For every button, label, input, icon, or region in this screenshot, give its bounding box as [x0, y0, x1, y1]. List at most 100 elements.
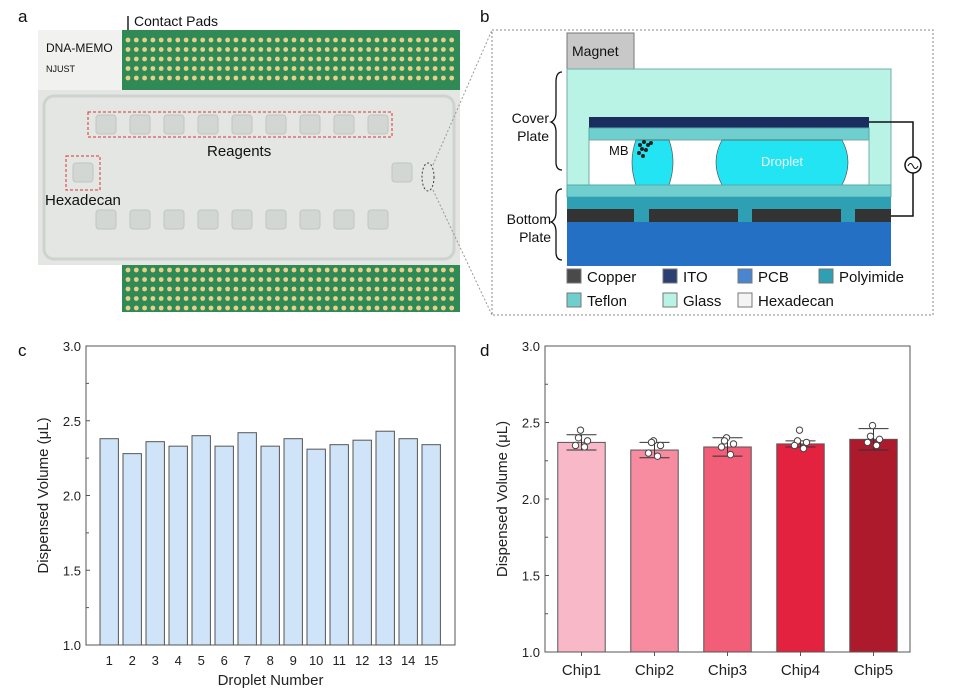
contact-pad-dot [250, 56, 255, 62]
legend-label-polyimide: Polyimide [839, 269, 904, 286]
contact-pad-dot [399, 37, 405, 43]
contact-pad-dot [324, 56, 330, 62]
contact-pad-dot [374, 66, 380, 71]
contact-pad-dot [382, 305, 388, 311]
contact-pad-dot [349, 305, 355, 311]
contact-pad-dot [358, 56, 363, 62]
y-tick-label: 1.0 [63, 638, 81, 653]
contact-pad-dot [391, 267, 396, 273]
contact-pad-dot [142, 277, 148, 282]
contact-pad-dot [200, 47, 206, 52]
contact-pad-dot [333, 47, 338, 52]
contact-pad-dot [200, 267, 206, 273]
zoom-line-bottom [432, 189, 493, 316]
contact-pad-dot [216, 56, 222, 62]
contact-pad-dot [416, 75, 421, 81]
contact-pad-dot [258, 75, 264, 81]
contact-pads-label: Contact Pads [134, 13, 218, 29]
cover-plate-brace [549, 71, 563, 171]
contact-pad-dot [382, 56, 388, 62]
contact-pad-dot [225, 66, 231, 71]
contact-pad-dot [424, 277, 430, 282]
contact-pad-dot [399, 75, 405, 81]
contact-pad-dot [200, 37, 206, 43]
contact-pad-dot [150, 75, 156, 81]
contact-pad-dot [175, 286, 181, 292]
bar-droplet-3 [145, 441, 165, 646]
contact-pad-dot [175, 277, 181, 282]
contact-pad-dot [258, 37, 264, 43]
contact-pad-dot [366, 277, 372, 282]
bar-chip2 [630, 449, 679, 653]
contact-pad-dot [250, 305, 255, 311]
contact-pad-dot [441, 56, 446, 62]
contact-pad-dot [208, 66, 214, 71]
contact-pad-dot [432, 277, 438, 282]
legend-label-pcb: PCB [758, 269, 789, 286]
contact-pad-dot [407, 56, 413, 62]
contact-pad-dot [200, 277, 206, 282]
contact-pad-dot [183, 37, 189, 43]
contact-pad-dot [225, 277, 231, 282]
contact-pad-dot [183, 286, 189, 292]
x-tick-label: 11 [332, 653, 346, 668]
contact-pad-dot [416, 66, 421, 71]
contact-pad-dot [299, 267, 305, 273]
contact-pad-dot [250, 277, 255, 282]
contact-pad-dot [275, 267, 280, 273]
data-point [653, 452, 662, 460]
contact-pad-dot [208, 75, 214, 81]
contact-pad-dot [175, 66, 181, 71]
legend-swatch-polyimide [818, 268, 834, 284]
legend-swatch-teflon [566, 292, 582, 308]
contact-pad-dot [250, 75, 255, 81]
magnet-label: Magnet [572, 43, 619, 59]
contact-pad-dot [399, 66, 405, 71]
contact-pad-dot [308, 47, 313, 52]
bar-droplet-4 [168, 445, 188, 646]
contact-pad-dot [399, 47, 405, 52]
contact-pad-dot [175, 296, 181, 301]
contact-pad-dot [241, 277, 247, 282]
contact-pad-dot [233, 56, 239, 62]
contact-pad-dot [324, 75, 330, 81]
contact-pad-dot [158, 37, 164, 43]
contact-pad-dot [283, 56, 289, 62]
bar-droplet-5 [191, 435, 211, 646]
contact-pad-dot [358, 37, 363, 43]
pad-dots-bottom [125, 267, 455, 311]
contact-pad-dot [125, 267, 131, 273]
contact-pad-dot [216, 37, 222, 43]
contact-pad-dot [225, 37, 231, 43]
bottom-plate-label-1: Bottom [507, 211, 551, 227]
contact-pad-dot [250, 47, 255, 52]
contact-pad-dot [216, 47, 222, 52]
contact-pad-dot [441, 286, 446, 292]
x-tick-label: 8 [267, 653, 274, 668]
reagent-well [231, 114, 253, 135]
ito-layer [589, 117, 869, 128]
contact-pad-dot [250, 66, 255, 71]
data-point [580, 443, 589, 451]
contact-pad-dot [424, 37, 430, 43]
contact-pad-dot [341, 277, 347, 282]
contact-pad-dot [183, 305, 189, 311]
contact-pad-dot [150, 305, 156, 311]
contact-pad-dot [316, 37, 322, 43]
contact-pad-dot [299, 66, 305, 71]
contact-pad-dot [150, 56, 156, 62]
contact-pad-dot [283, 286, 289, 292]
bar-droplet-9 [283, 438, 303, 646]
contact-pad-dot [216, 305, 222, 311]
contact-pad-dot [308, 277, 313, 282]
contact-pad-dot [374, 37, 380, 43]
contact-pad-dot [233, 267, 239, 273]
contact-pad-dot [441, 267, 446, 273]
contact-pad-dot [333, 75, 338, 81]
contact-pad-dot [192, 305, 197, 311]
contact-pad-dot [366, 56, 372, 62]
contact-pad-dot [449, 267, 455, 273]
contact-pad-dot [258, 66, 264, 71]
contact-pad-dot [333, 66, 338, 71]
